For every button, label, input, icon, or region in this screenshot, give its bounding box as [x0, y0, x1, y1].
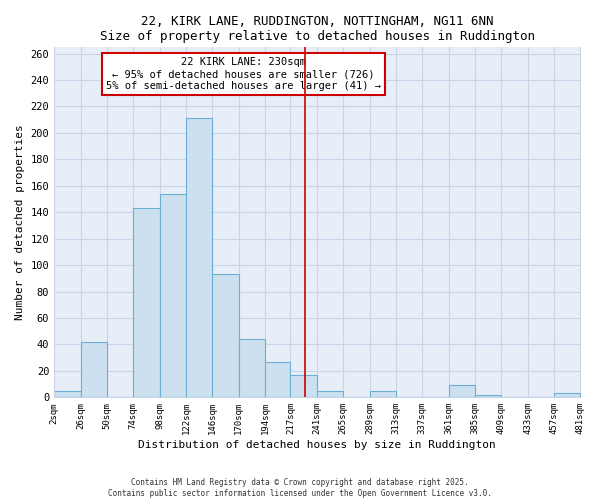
Bar	[212, 274, 239, 398]
Text: Contains HM Land Registry data © Crown copyright and database right 2025.
Contai: Contains HM Land Registry data © Crown c…	[108, 478, 492, 498]
Bar	[475, 394, 502, 398]
Bar	[54, 390, 80, 398]
Bar	[370, 390, 396, 398]
Text: 22 KIRK LANE: 230sqm
← 95% of detached houses are smaller (726)
5% of semi-detac: 22 KIRK LANE: 230sqm ← 95% of detached h…	[106, 58, 381, 90]
Title: 22, KIRK LANE, RUDDINGTON, NOTTINGHAM, NG11 6NN
Size of property relative to det: 22, KIRK LANE, RUDDINGTON, NOTTINGHAM, N…	[100, 15, 535, 43]
Bar	[133, 208, 160, 398]
Bar	[265, 362, 290, 398]
Y-axis label: Number of detached properties: Number of detached properties	[15, 124, 25, 320]
Bar	[449, 386, 475, 398]
Bar	[160, 194, 186, 398]
Bar	[554, 394, 580, 398]
Bar	[80, 342, 107, 398]
Bar	[317, 390, 343, 398]
Bar	[290, 375, 317, 398]
Bar	[186, 118, 212, 398]
Bar	[239, 339, 265, 398]
X-axis label: Distribution of detached houses by size in Ruddington: Distribution of detached houses by size …	[139, 440, 496, 450]
